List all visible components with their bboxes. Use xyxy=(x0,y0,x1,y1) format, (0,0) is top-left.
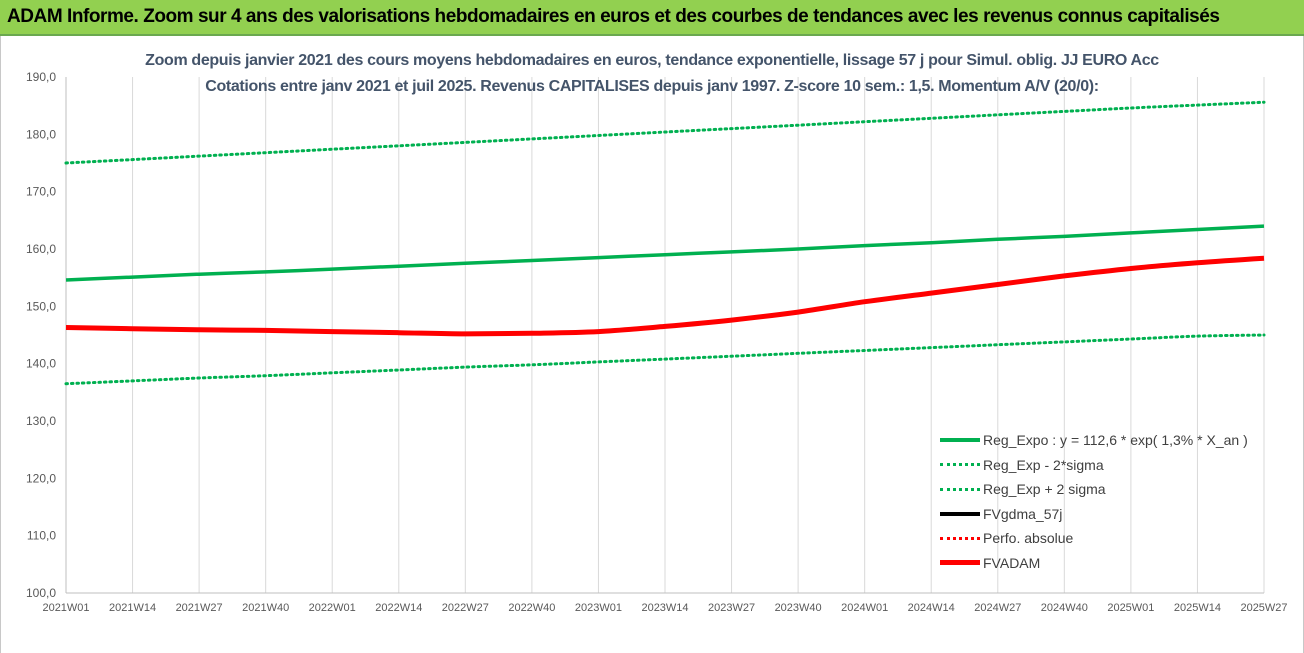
y-tick-label: 190,0 xyxy=(26,70,56,84)
x-tick-label: 2023W40 xyxy=(775,602,822,614)
legend-swatch xyxy=(940,487,980,491)
chart-legend: Reg_Expo : y = 112,6 * exp( 1,3% * X_an … xyxy=(940,428,1280,575)
legend-swatch xyxy=(940,560,980,566)
x-tick-label: 2023W27 xyxy=(708,602,755,614)
x-tick-label: 2022W14 xyxy=(375,602,422,614)
banner-title: ADAM Informe. Zoom sur 4 ans des valoris… xyxy=(7,6,1220,27)
y-tick-label: 130,0 xyxy=(26,414,56,428)
legend-label: Perfo. absolue xyxy=(983,530,1074,547)
legend-item: FVgdma_57j xyxy=(940,502,1280,527)
legend-swatch xyxy=(940,463,980,467)
title-banner: ADAM Informe. Zoom sur 4 ans des valoris… xyxy=(0,0,1304,36)
x-tick-label: 2023W01 xyxy=(575,602,622,614)
chart-subtitle: Cotations entre janv 2021 et juil 2025. … xyxy=(205,78,1099,95)
legend-label: Reg_Exp - 2*sigma xyxy=(983,456,1104,473)
reg-expo-line xyxy=(65,224,1265,282)
y-tick-label: 100,0 xyxy=(26,586,56,600)
x-tick-label: 2022W01 xyxy=(309,602,356,614)
x-tick-label: 2024W27 xyxy=(974,602,1021,614)
legend-item: FVADAM xyxy=(940,551,1280,576)
y-tick-label: 140,0 xyxy=(26,357,56,371)
legend-swatch xyxy=(940,438,980,443)
reg-exp-plus-2sigma-line xyxy=(64,100,1266,165)
x-tick-label: 2025W14 xyxy=(1174,602,1221,614)
x-tick-label: 2024W40 xyxy=(1041,602,1088,614)
legend-swatch xyxy=(940,511,980,516)
y-tick-label: 150,0 xyxy=(26,299,56,313)
y-tick-label: 170,0 xyxy=(26,185,56,199)
legend-item: Perfo. absolue xyxy=(940,526,1280,551)
legend-item: Reg_Expo : y = 112,6 * exp( 1,3% * X_an … xyxy=(940,428,1280,453)
legend-label: Reg_Expo : y = 112,6 * exp( 1,3% * X_an … xyxy=(983,432,1248,449)
y-tick-label: 110,0 xyxy=(27,529,56,543)
x-tick-label: 2021W01 xyxy=(42,602,89,614)
legend-label: FVADAM xyxy=(983,554,1041,571)
y-tick-label: 180,0 xyxy=(26,127,56,141)
x-tick-label: 2024W14 xyxy=(908,602,955,614)
chart-title: Zoom depuis janvier 2021 des cours moyen… xyxy=(145,52,1159,69)
x-tick-label: 2024W01 xyxy=(841,602,888,614)
x-tick-label: 2021W40 xyxy=(242,602,289,614)
x-tick-label: 2025W01 xyxy=(1107,602,1154,614)
y-tick-label: 120,0 xyxy=(26,471,56,485)
reg-exp-minus-2sigma-line xyxy=(64,333,1266,386)
legend-label: FVgdma_57j xyxy=(983,505,1063,522)
fvadam-line xyxy=(65,255,1265,337)
legend-item: Reg_Exp - 2*sigma xyxy=(940,453,1280,478)
legend-item: Reg_Exp + 2 sigma xyxy=(940,477,1280,502)
x-tick-label: 2022W27 xyxy=(442,602,489,614)
x-tick-label: 2025W27 xyxy=(1240,602,1287,614)
y-tick-label: 160,0 xyxy=(26,242,56,256)
x-tick-label: 2021W27 xyxy=(176,602,223,614)
legend-label: Reg_Exp + 2 sigma xyxy=(983,481,1106,498)
legend-swatch xyxy=(940,536,980,540)
x-tick-label: 2023W14 xyxy=(641,602,688,614)
x-tick-label: 2021W14 xyxy=(109,602,156,614)
x-tick-label: 2022W40 xyxy=(508,602,555,614)
